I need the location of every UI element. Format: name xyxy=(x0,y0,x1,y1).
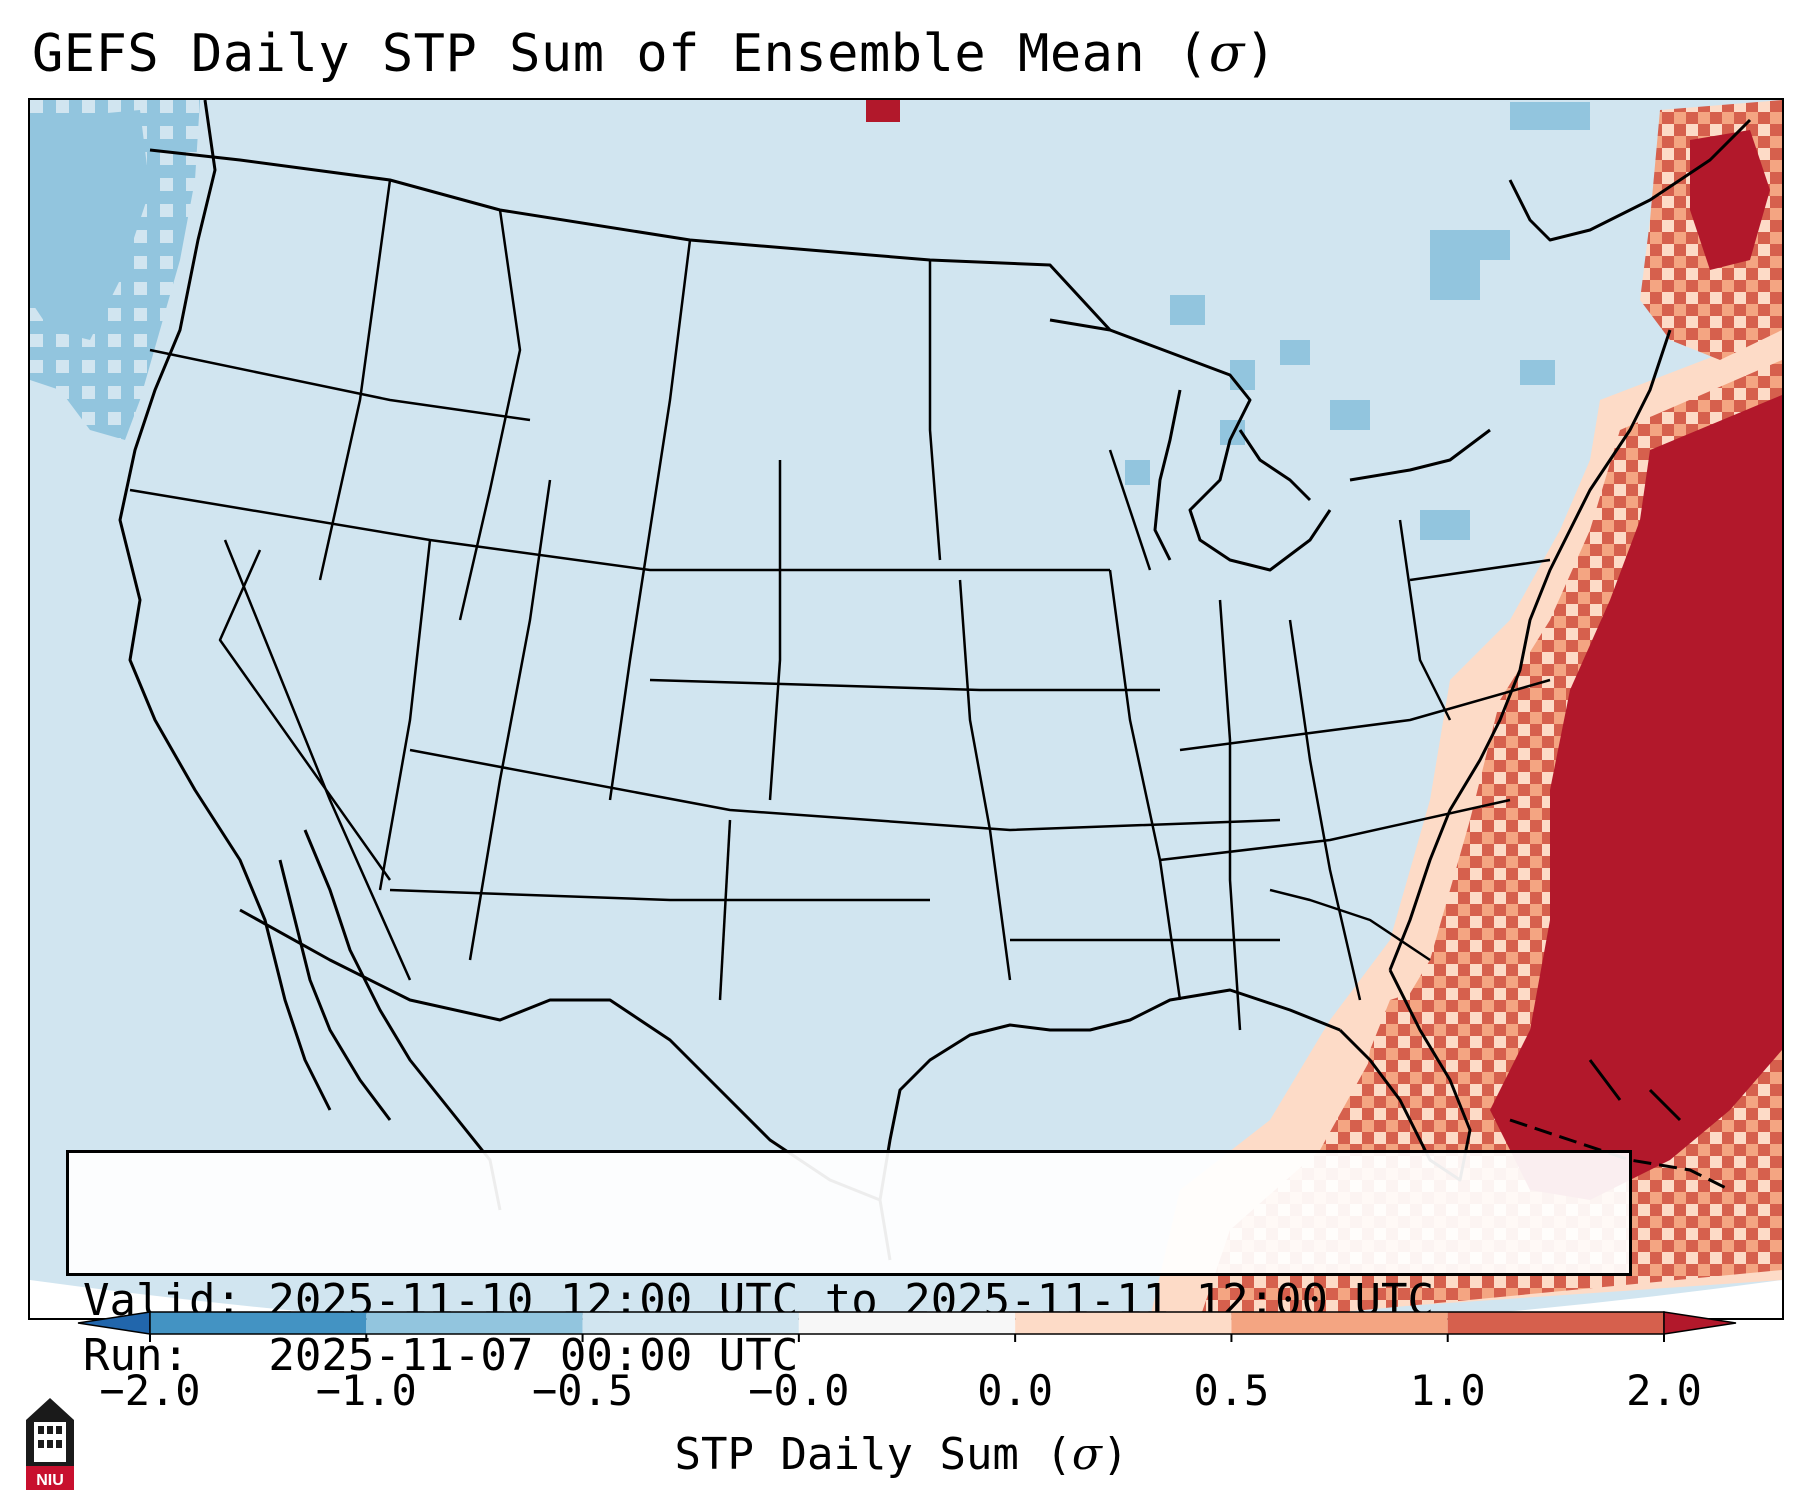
colorbar-extend-low xyxy=(77,1311,151,1335)
svg-text:NIU: NIU xyxy=(36,1472,64,1489)
colorbar-bin xyxy=(366,1312,583,1334)
anomaly-maritimes-core xyxy=(1690,130,1770,270)
colorbar-bin xyxy=(1231,1312,1448,1334)
coastline-and-borders xyxy=(118,100,1752,1261)
map-panel xyxy=(28,98,1784,1320)
colorbar-tick-label: −1.0 xyxy=(315,1366,417,1415)
colorbar-label: STP Daily Sum (σ) xyxy=(674,1429,1129,1480)
niu-tower-logo: NIU xyxy=(26,1398,74,1490)
colorbar-tick-label: 0.0 xyxy=(977,1366,1054,1415)
colorbar-bin xyxy=(1015,1312,1232,1334)
colorbar-tick-label: −0.5 xyxy=(531,1366,634,1415)
run-time-text: Run: 2025-11-07 00:00 UTC xyxy=(83,1330,799,1381)
colorbar-tick-label: −2.0 xyxy=(99,1366,201,1415)
colorbar-tick-label: 0.5 xyxy=(1193,1366,1270,1415)
anomaly-atlantic-core xyxy=(1490,395,1782,1200)
map-canvas xyxy=(30,100,1782,1318)
anomaly-gulf-coast xyxy=(1360,980,1480,1160)
colorbar-bin xyxy=(582,1312,799,1334)
chart-title: GEFS Daily STP Sum of Ensemble Mean (σ) xyxy=(32,24,1277,84)
colorbar-tick-label: 1.0 xyxy=(1409,1366,1486,1415)
colorbar-bin xyxy=(150,1312,367,1334)
anomaly-north-dakota xyxy=(866,100,900,122)
colorbar-tick-label: −0.0 xyxy=(748,1366,850,1415)
state-borders xyxy=(129,179,1551,1031)
colorbar-extend-high xyxy=(1663,1311,1737,1335)
valid-run-info-box: Valid: 2025-11-10 12:00 UTC to 2025-11-1… xyxy=(66,1150,1632,1381)
anomaly-pacific-nw-core xyxy=(30,110,150,340)
colorbar xyxy=(77,1311,1737,1342)
colorbar-bin xyxy=(1447,1312,1664,1334)
colorbar-bin xyxy=(798,1312,1016,1334)
anomaly-great-lakes xyxy=(1125,295,1310,485)
colorbar-tick-label: 2.0 xyxy=(1626,1366,1702,1415)
